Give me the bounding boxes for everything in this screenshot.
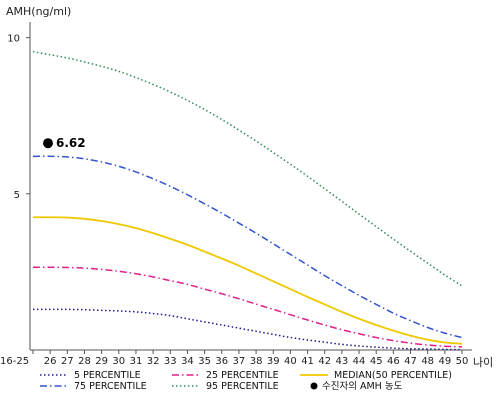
patient-amh-value-label: 6.62 [56,136,86,150]
x-tick-label: 44 [353,356,366,367]
x-tick-label: 40 [284,356,297,367]
x-tick-label: 42 [318,356,331,367]
legend-label-2: MEDIAN(50 PERCENTILE) [334,370,452,381]
x-tick-label: 27 [61,356,74,367]
x-tick-label: 45 [370,356,383,367]
series-line-4 [32,50,463,287]
legend: 5 PERCENTILE 25 PERCENTILE MEDIAN(50 PERCE… [40,370,452,392]
legend-label-3: 75 PERCENTILE [74,381,147,392]
x-tick-label: 43 [336,356,349,367]
x-tick-label: 34 [181,356,194,367]
series-line-3 [32,155,463,339]
legend-marker-swatch [310,382,318,390]
y-tick-label: 10 [7,34,20,45]
series-line-0 [33,308,463,351]
legend-label-1: 25 PERCENTILE [206,370,279,381]
x-tick-label: 37 [233,356,246,367]
legend-label-4: 95 PERCENTILE [206,381,279,392]
series-lines [32,50,463,351]
patient-marker: 6.62 [43,136,86,150]
patient-amh-point [43,138,53,149]
x-tick-label: 46 [387,356,400,367]
y-tick-label: 5 [14,190,20,201]
x-tick-label: 39 [267,356,280,367]
legend-label-0: 5 PERCENTILE [74,370,141,381]
y-ticks: 5 10 [7,34,30,201]
x-tick-label: 29 [95,356,108,367]
x-tick-label: 36 [215,356,228,367]
x-tick-label: 47 [404,356,417,367]
x-tick-label: 30 [112,356,125,367]
chart-axes: AMH(ng/ml) 나이 [6,5,493,369]
x-tick-label: 41 [301,356,314,367]
x-ticks: 16-25 26 27 28 29 30 31 32 33 34 35 36 37 38 39 40 41 42 4… [0,350,468,367]
x-tick-label: 28 [78,356,91,367]
y-axis-title: AMH(ng/ml) [6,5,71,18]
x-tick-label: 32 [147,356,160,367]
x-tick-label: 49 [438,356,451,367]
series-line-1 [32,266,463,348]
x-tick-label: 26 [44,356,57,367]
x-tick-label: 33 [164,356,177,367]
x-tick-label: 16-25 [0,356,29,367]
x-tick-label: 50 [456,356,469,367]
x-axis-title: 나이 [473,356,493,369]
series-line-2 [32,216,463,345]
x-tick-label: 48 [421,356,434,367]
legend-label-marker: 수진자의 AMH 농도 [322,381,403,392]
x-tick-label: 35 [198,356,211,367]
x-tick-label: 31 [130,356,143,367]
x-tick-label: 38 [250,356,263,367]
